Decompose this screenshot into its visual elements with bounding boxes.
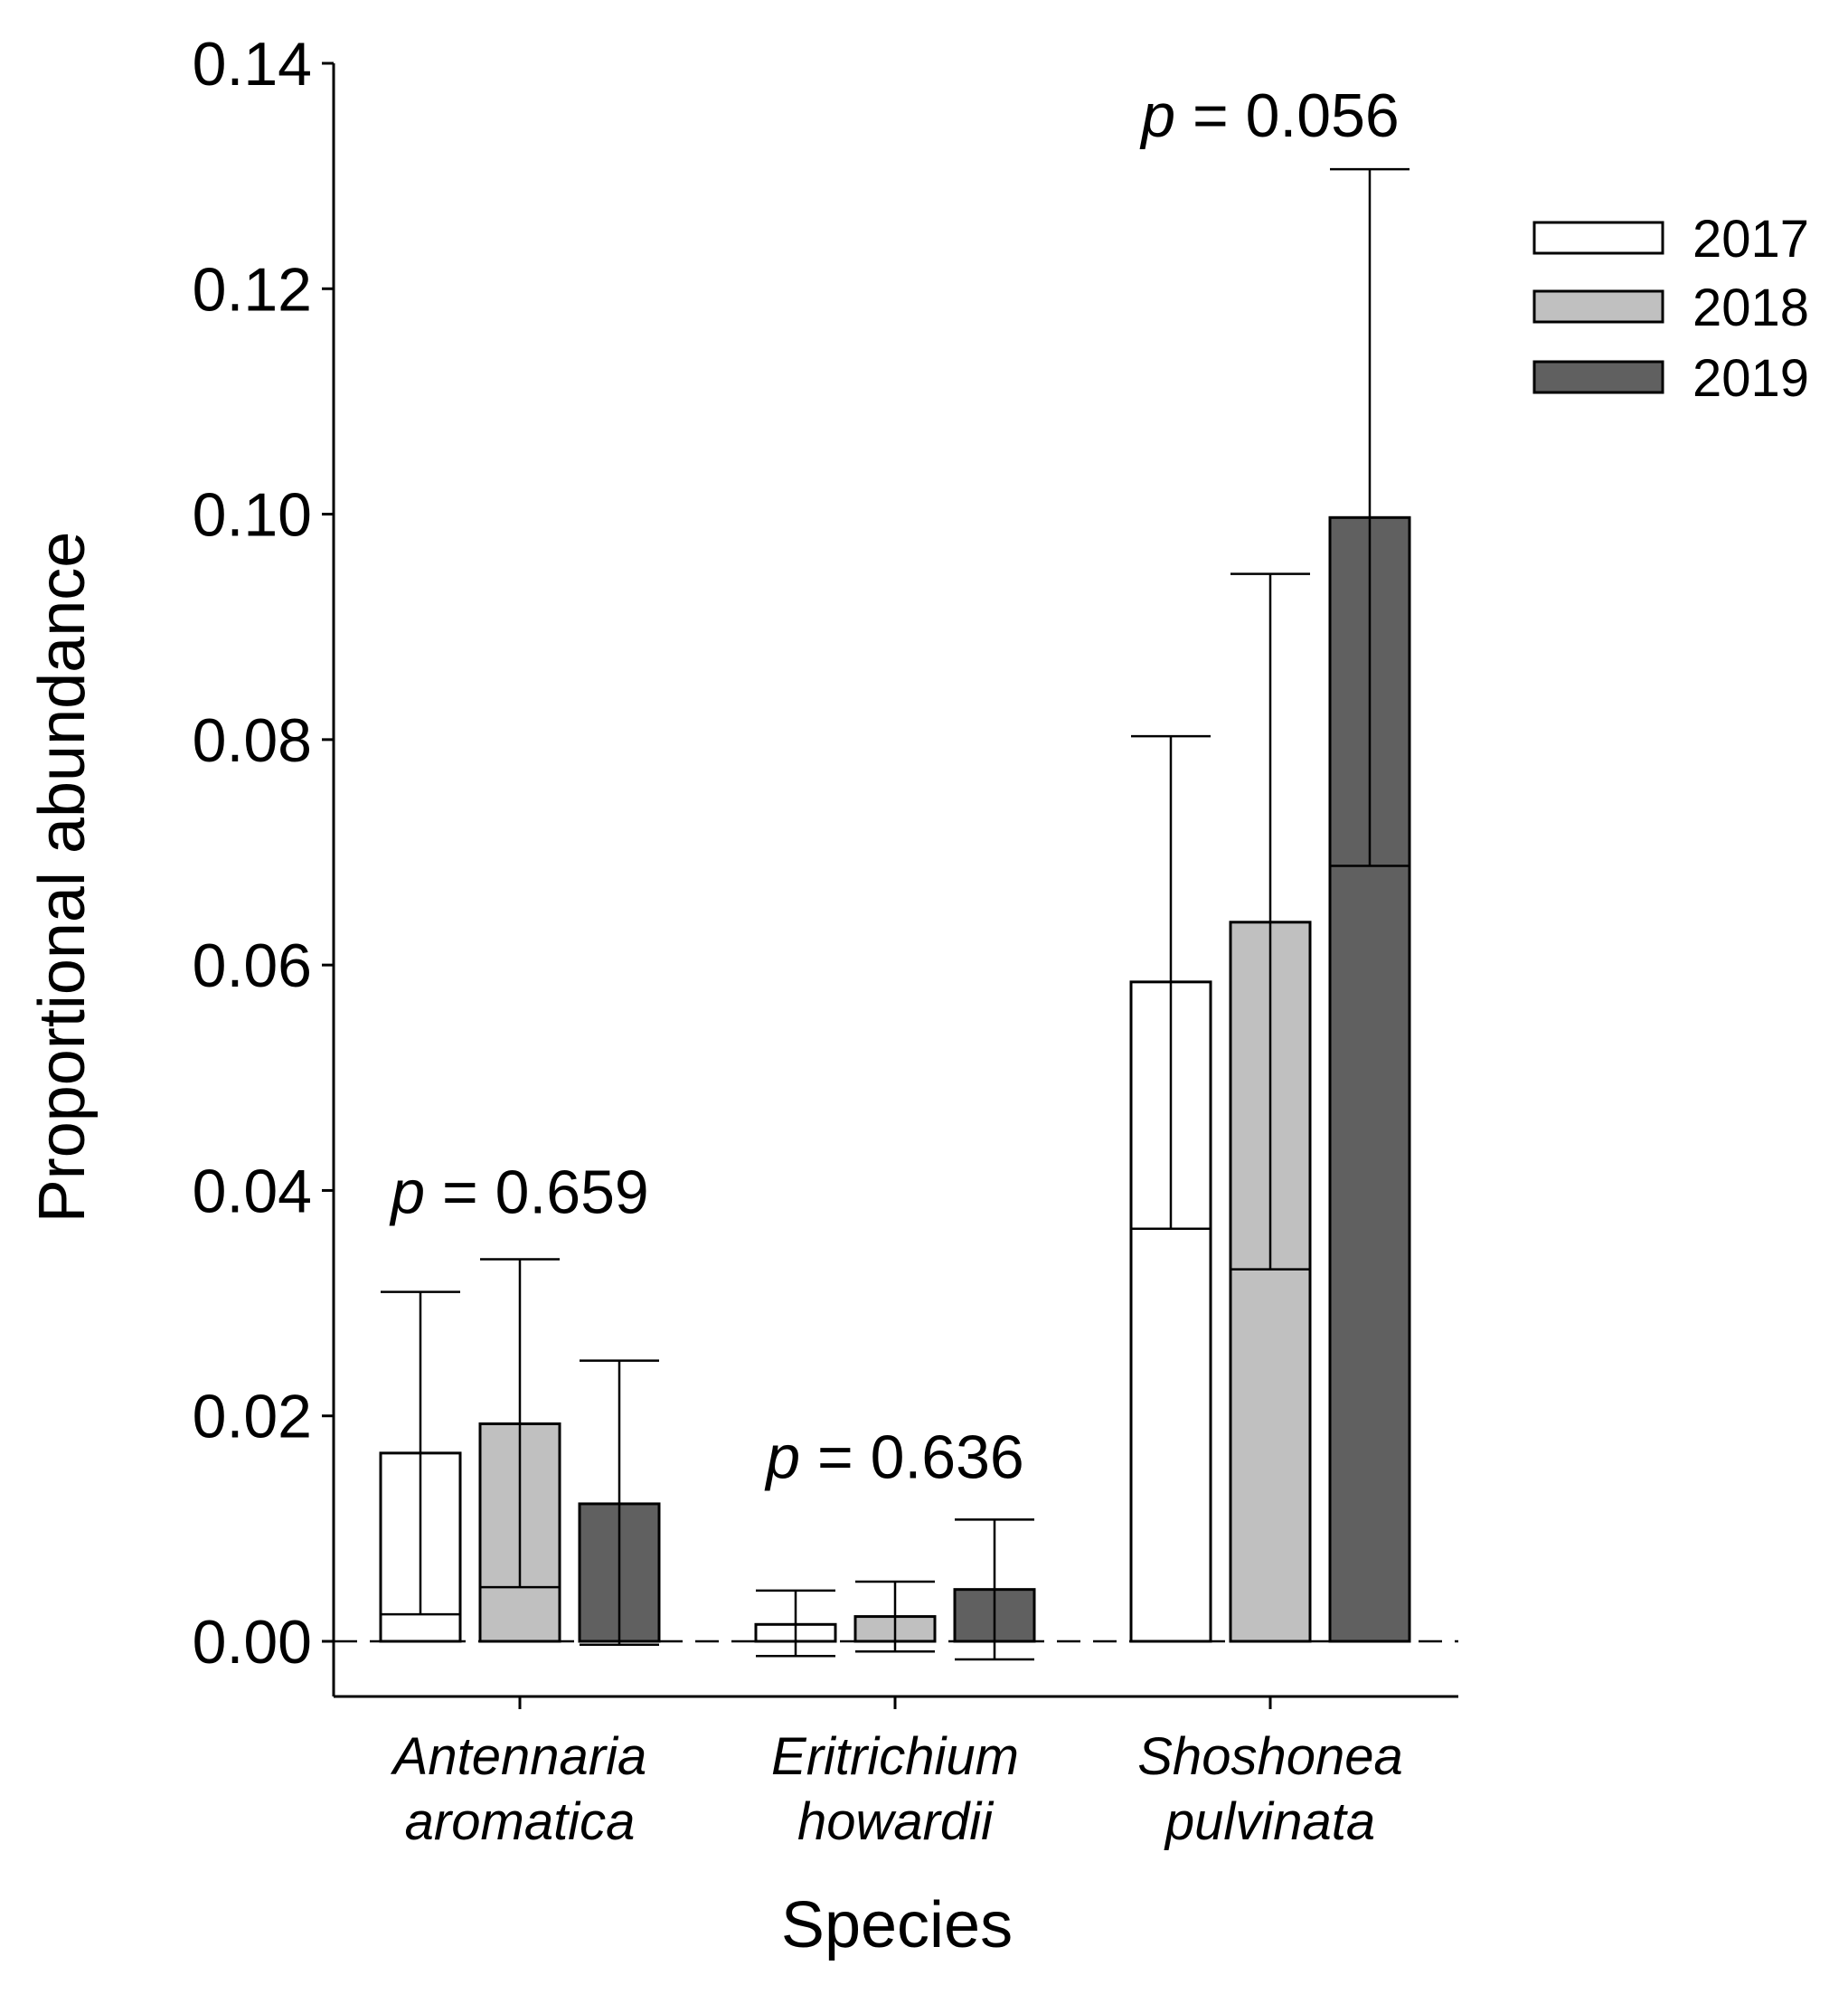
p-value-label: p = 0.056: [1139, 81, 1400, 150]
p-value-label: p = 0.659: [389, 1158, 649, 1226]
p-value: = 0.056: [1175, 81, 1400, 150]
x-axis: Antennaria aromatica Eritrichium howardii Sh…: [334, 1695, 1458, 1851]
x-category-label: howardii: [797, 1792, 995, 1851]
legend-label-2017: 2017: [1692, 210, 1809, 269]
p-value-label: p = 0.636: [764, 1422, 1024, 1491]
legend-swatch-2017: [1532, 221, 1664, 255]
x-category-label: Antennaria: [391, 1727, 647, 1786]
legend-swatch-2018: [1532, 289, 1664, 324]
y-tick-label: 0.00: [193, 1608, 312, 1677]
y-tick-label: 0.06: [193, 931, 312, 1000]
y-tick-label: 0.08: [193, 706, 312, 775]
p-symbol: p: [1139, 81, 1175, 150]
x-axis-title: Species: [781, 1889, 1013, 1961]
p-symbol: p: [389, 1158, 425, 1226]
p-value: = 0.659: [425, 1158, 649, 1226]
p-symbol: p: [764, 1422, 800, 1491]
bar-2017: [1129, 980, 1212, 1643]
x-category-label: aromatica: [405, 1792, 636, 1851]
y-axis: 0.00 0.02 0.04 0.06 0.08 0.10 0.12 0.14: [193, 30, 335, 1696]
legend: 2017 2018 2019: [1532, 210, 1809, 408]
legend-swatch-2019: [1532, 360, 1664, 394]
p-value: = 0.636: [800, 1422, 1024, 1491]
y-tick-label: 0.14: [193, 30, 312, 99]
x-category-label: Eritrichium: [771, 1727, 1019, 1786]
legend-label-2018: 2018: [1692, 279, 1809, 337]
x-category-label: Shoshonea: [1137, 1727, 1402, 1786]
y-tick-label: 0.02: [193, 1383, 312, 1451]
error-bars: [381, 167, 1410, 1661]
y-tick-label: 0.12: [193, 255, 312, 324]
legend-label-2019: 2019: [1692, 349, 1809, 408]
y-axis-title: Proportional abundance: [26, 532, 99, 1224]
y-tick-label: 0.10: [193, 481, 312, 550]
x-category-label: pulvinata: [1164, 1792, 1375, 1851]
y-tick-label: 0.04: [193, 1157, 312, 1225]
